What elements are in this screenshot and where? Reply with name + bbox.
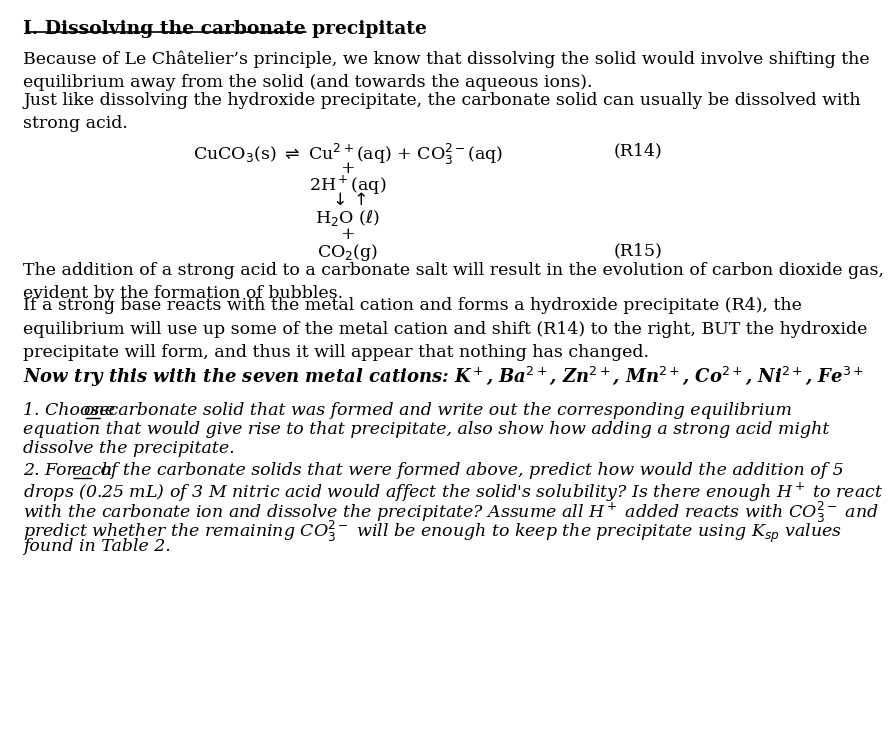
Text: Because of Le Châtelier’s principle, we know that dissolving the solid would inv: Because of Le Châtelier’s principle, we …	[23, 50, 870, 91]
Text: 2H$^+$(aq): 2H$^+$(aq)	[309, 174, 386, 197]
Text: equation that would give rise to that precipitate, also show how adding a strong: equation that would give rise to that pr…	[23, 421, 829, 438]
Text: each: each	[71, 462, 113, 479]
Text: +: +	[341, 160, 355, 177]
Text: found in Table 2.: found in Table 2.	[23, 538, 171, 555]
Text: carbonate solid that was formed and write out the corresponding equilibrium: carbonate solid that was formed and writ…	[103, 402, 792, 419]
Text: drops (0.25 mL) of 3 M nitric acid would affect the solid's solubility? Is there: drops (0.25 mL) of 3 M nitric acid would…	[23, 481, 884, 504]
Text: (R14): (R14)	[614, 142, 663, 159]
Text: If a strong base reacts with the metal cation and forms a hydroxide precipitate : If a strong base reacts with the metal c…	[23, 297, 868, 361]
Text: 1. Choose: 1. Choose	[23, 402, 116, 419]
Text: (R15): (R15)	[614, 242, 663, 259]
Text: CuCO$_3$(s) $\rightleftharpoons$ Cu$^{2+}$(aq) + CO$_3^{2-}$(aq): CuCO$_3$(s) $\rightleftharpoons$ Cu$^{2+…	[192, 142, 503, 167]
Text: of the carbonate solids that were formed above, predict how would the addition o: of the carbonate solids that were formed…	[94, 462, 843, 479]
Text: H$_2$O ($\ell$): H$_2$O ($\ell$)	[315, 208, 380, 228]
Text: $\downarrow\uparrow$: $\downarrow\uparrow$	[329, 192, 367, 209]
Text: with the carbonate ion and dissolve the precipitate? Assume all H$^+$ added reac: with the carbonate ion and dissolve the …	[23, 500, 879, 525]
Text: Just like dissolving the hydroxide precipitate, the carbonate solid can usually : Just like dissolving the hydroxide preci…	[23, 92, 861, 133]
Text: CO$_2$(g): CO$_2$(g)	[317, 242, 378, 263]
Text: The addition of a strong acid to a carbonate salt will result in the evolution o: The addition of a strong acid to a carbo…	[23, 262, 885, 302]
Text: 2. For: 2. For	[23, 462, 81, 479]
Text: Now try this with the seven metal cations: K$^+$, Ba$^{2+}$, Zn$^{2+}$, Mn$^{2+}: Now try this with the seven metal cation…	[23, 365, 864, 389]
Text: +: +	[341, 226, 355, 243]
Text: I. Dissolving the carbonate precipitate: I. Dissolving the carbonate precipitate	[23, 20, 427, 38]
Text: dissolve the precipitate.: dissolve the precipitate.	[23, 440, 235, 457]
Text: one: one	[84, 402, 116, 419]
Text: predict whether the remaining CO$_3^{2-}$ will be enough to keep the precipitate: predict whether the remaining CO$_3^{2-}…	[23, 519, 842, 545]
